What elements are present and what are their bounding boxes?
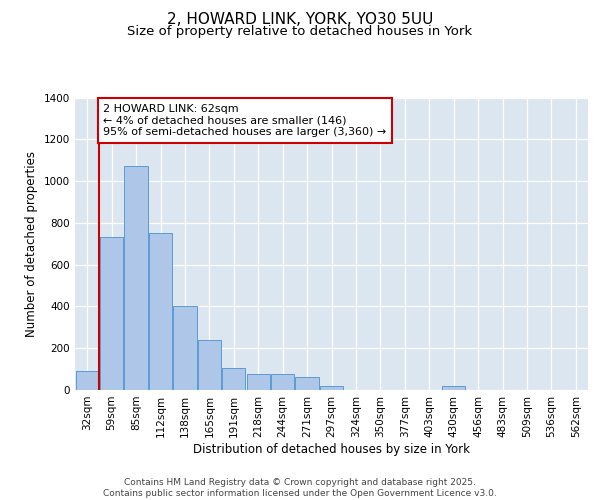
Bar: [222, 368, 245, 390]
Bar: [76, 371, 99, 390]
Text: Contains HM Land Registry data © Crown copyright and database right 2025.
Contai: Contains HM Land Registry data © Crown c…: [103, 478, 497, 498]
Text: Size of property relative to detached houses in York: Size of property relative to detached ho…: [127, 25, 473, 38]
Bar: [247, 374, 270, 390]
Bar: [100, 238, 123, 390]
Bar: [271, 374, 294, 390]
Bar: [295, 378, 319, 390]
Bar: [320, 386, 343, 390]
Bar: [173, 306, 197, 390]
Y-axis label: Number of detached properties: Number of detached properties: [25, 151, 38, 337]
Bar: [442, 386, 465, 390]
X-axis label: Distribution of detached houses by size in York: Distribution of detached houses by size …: [193, 442, 470, 456]
Text: 2, HOWARD LINK, YORK, YO30 5UU: 2, HOWARD LINK, YORK, YO30 5UU: [167, 12, 433, 28]
Text: 2 HOWARD LINK: 62sqm
← 4% of detached houses are smaller (146)
95% of semi-detac: 2 HOWARD LINK: 62sqm ← 4% of detached ho…: [103, 104, 386, 137]
Bar: [149, 234, 172, 390]
Bar: [198, 340, 221, 390]
Bar: [124, 166, 148, 390]
